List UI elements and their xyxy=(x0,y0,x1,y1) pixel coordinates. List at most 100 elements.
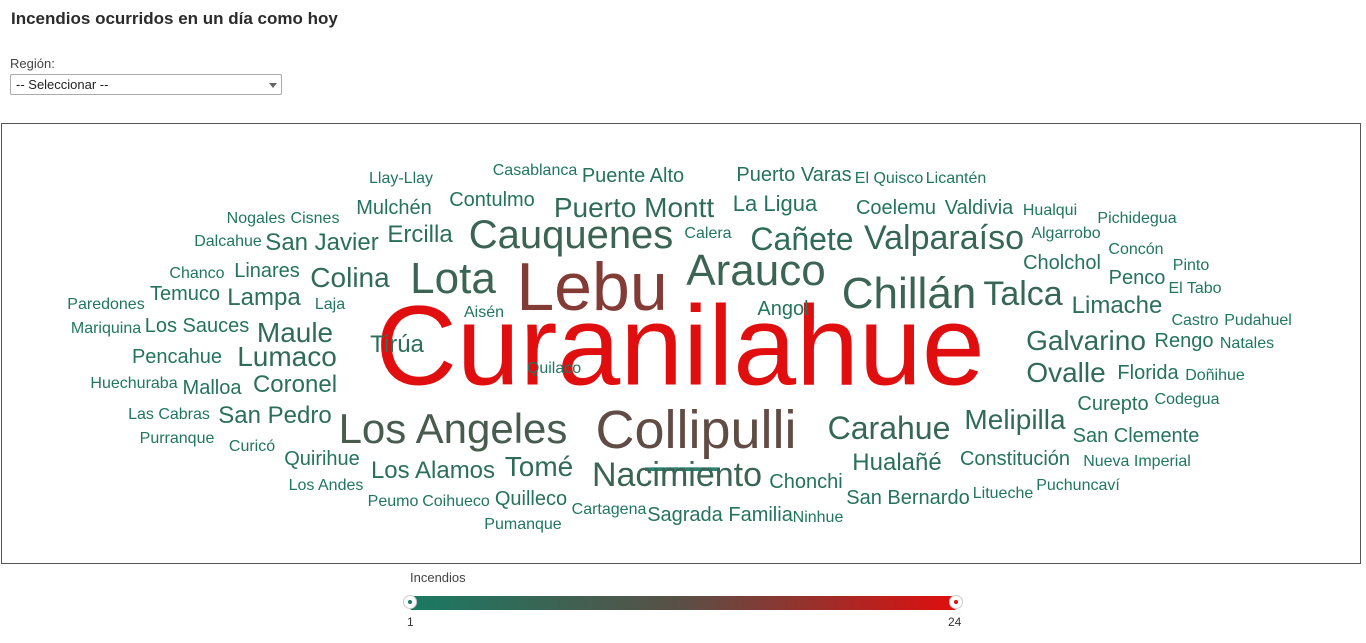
cloud-word[interactable]: Lebu xyxy=(516,249,668,325)
cloud-word[interactable]: Limache xyxy=(1071,292,1163,319)
cloud-word[interactable]: Ovalle xyxy=(1026,357,1106,388)
cloud-word[interactable]: Melipilla xyxy=(964,404,1066,435)
cloud-word[interactable]: Litueche xyxy=(972,485,1034,502)
cloud-word[interactable]: Pencahue xyxy=(131,346,223,368)
cloud-word[interactable]: Linares xyxy=(234,260,300,282)
cloud-word[interactable]: La Ligua xyxy=(732,191,818,216)
cloud-word[interactable]: Cisnes xyxy=(290,210,340,227)
cloud-word[interactable]: Coronel xyxy=(252,371,338,398)
cloud-word[interactable]: San Pedro xyxy=(218,402,332,429)
cloud-word[interactable]: Rengo xyxy=(1154,330,1214,352)
cloud-word[interactable]: Dalcahue xyxy=(194,233,262,250)
cloud-word[interactable]: Arauco xyxy=(686,246,826,295)
cloud-word[interactable]: Puchuncaví xyxy=(1036,477,1120,494)
cloud-word[interactable]: Cauquenes xyxy=(468,213,674,257)
cloud-word[interactable]: Chillán xyxy=(841,269,977,318)
cloud-word[interactable]: Temuco xyxy=(149,283,221,305)
cloud-word[interactable]: Calera xyxy=(684,225,732,242)
cloud-word[interactable]: Valdivia xyxy=(944,197,1014,219)
cloud-word[interactable]: Tomé xyxy=(504,451,574,482)
cloud-word[interactable]: Hualqui xyxy=(1022,202,1078,219)
cloud-word[interactable]: Penco xyxy=(1108,267,1166,289)
cloud-word[interactable]: Paredones xyxy=(67,296,145,313)
cloud-word[interactable]: Cholchol xyxy=(1023,252,1101,274)
cloud-word[interactable]: Maule xyxy=(256,317,334,348)
cloud-word[interactable]: Tirúa xyxy=(370,331,424,358)
cloud-word[interactable]: Los Angeles xyxy=(338,405,568,452)
cloud-word[interactable]: Ninhue xyxy=(792,509,844,526)
cloud-word[interactable]: Chanco xyxy=(169,265,225,282)
cloud-word[interactable]: Nueva Imperial xyxy=(1083,453,1191,470)
cloud-word[interactable]: Huechuraba xyxy=(90,375,178,392)
cloud-word[interactable]: Galvarino xyxy=(1026,325,1146,356)
cloud-word[interactable]: Castro xyxy=(1171,312,1219,329)
cloud-word[interactable]: Los Alamos xyxy=(370,457,496,484)
cloud-word[interactable]: San Bernardo xyxy=(846,487,970,509)
cloud-word[interactable]: Doñihue xyxy=(1185,367,1245,384)
cloud-word[interactable]: Malloa xyxy=(182,377,242,399)
cloud-word[interactable]: Lampa xyxy=(227,284,301,311)
cloud-word[interactable]: Puerto Varas xyxy=(736,164,852,186)
cloud-word[interactable]: El Quisco xyxy=(854,170,924,187)
cloud-word[interactable]: Las Cabras xyxy=(128,406,210,423)
cloud-word[interactable]: Coihueco xyxy=(422,493,490,510)
cloud-word[interactable]: Los Sauces xyxy=(144,315,250,337)
cloud-word[interactable]: San Clemente xyxy=(1072,425,1200,447)
cloud-word[interactable]: Cartagena xyxy=(571,501,647,518)
cloud-word[interactable]: Quirihue xyxy=(284,448,360,470)
cloud-word[interactable]: Natales xyxy=(1219,335,1275,352)
cloud-word[interactable]: Llay-Llay xyxy=(368,170,434,187)
cloud-word[interactable]: Los Andes xyxy=(288,477,364,494)
cloud-word[interactable]: Peumo xyxy=(367,493,419,510)
cloud-word[interactable]: Collipulli xyxy=(595,400,797,460)
cloud-word[interactable]: Mariquina xyxy=(70,320,142,337)
cloud-word[interactable]: Puerto Montt xyxy=(553,192,715,223)
cloud-word[interactable]: San Javier xyxy=(265,229,379,256)
cloud-word[interactable]: Codegua xyxy=(1154,391,1220,408)
cloud-word[interactable]: Colina xyxy=(310,262,390,293)
word-cloud: ▬▬▬▬▬▬▬▬▬▬ Curanilahue Lebu Collipulli Los … xyxy=(1,123,1361,564)
cloud-word[interactable]: Laja xyxy=(314,296,346,313)
cloud-word[interactable]: El Tabo xyxy=(1168,280,1222,297)
cloud-word[interactable]: Constitución xyxy=(959,448,1071,470)
legend-min-handle[interactable] xyxy=(403,595,417,609)
cloud-word[interactable]: Quilleco xyxy=(494,488,568,510)
cloud-word[interactable]: Curepto xyxy=(1077,393,1149,415)
cloud-word[interactable]: Licantén xyxy=(925,170,987,187)
cloud-word[interactable]: Mulchén xyxy=(356,197,432,219)
cloud-word[interactable]: Cañete xyxy=(750,221,854,257)
cloud-word[interactable]: Aisén xyxy=(463,304,505,321)
cloud-word[interactable]: Contulmo xyxy=(449,189,535,211)
cloud-word[interactable]: Curanilahue xyxy=(375,282,985,409)
cloud-word[interactable]: Nogales xyxy=(226,210,286,227)
cloud-word[interactable]: Purranque xyxy=(139,430,215,447)
cloud-word[interactable]: Ercilla xyxy=(387,221,453,248)
chevron-down-icon xyxy=(269,83,277,88)
cloud-word[interactable]: Valparaíso xyxy=(863,219,1025,257)
cloud-word[interactable]: Hualañé xyxy=(852,449,942,476)
cloud-word[interactable]: Sagrada Familia xyxy=(647,504,793,526)
cloud-word[interactable]: Pichidegua xyxy=(1097,210,1177,227)
cloud-word[interactable]: Algarrobo xyxy=(1031,225,1101,242)
region-select-value: -- Seleccionar -- xyxy=(16,77,109,92)
cloud-word[interactable]: Chonchi xyxy=(769,471,843,493)
cloud-word[interactable]: Quilaco xyxy=(526,360,582,377)
region-select[interactable]: -- Seleccionar -- xyxy=(10,74,282,95)
cloud-word[interactable]: Concón xyxy=(1108,241,1164,258)
cloud-word[interactable]: Pinto xyxy=(1172,257,1210,274)
cloud-word[interactable]: Pumanque xyxy=(484,516,562,533)
legend-max-handle[interactable] xyxy=(949,595,963,609)
cloud-word[interactable]: Lumaco xyxy=(237,341,337,372)
cloud-word[interactable]: Florida xyxy=(1117,362,1179,384)
cloud-word[interactable]: Coelemu xyxy=(855,197,937,219)
cloud-word[interactable]: Angol xyxy=(757,298,809,320)
legend-min-label: 1 xyxy=(407,615,414,629)
cloud-word[interactable]: Puente Alto xyxy=(581,165,685,187)
cloud-word[interactable]: Talca xyxy=(983,275,1063,313)
cloud-word[interactable]: Lota xyxy=(410,254,496,303)
cloud-word[interactable]: Curicó xyxy=(228,438,276,455)
cloud-word[interactable]: Carahue xyxy=(827,410,951,446)
cloud-word[interactable]: Casablanca xyxy=(492,162,578,179)
cloud-word[interactable]: Nacimiento xyxy=(591,456,763,494)
cloud-word[interactable]: Pudahuel xyxy=(1224,312,1292,329)
